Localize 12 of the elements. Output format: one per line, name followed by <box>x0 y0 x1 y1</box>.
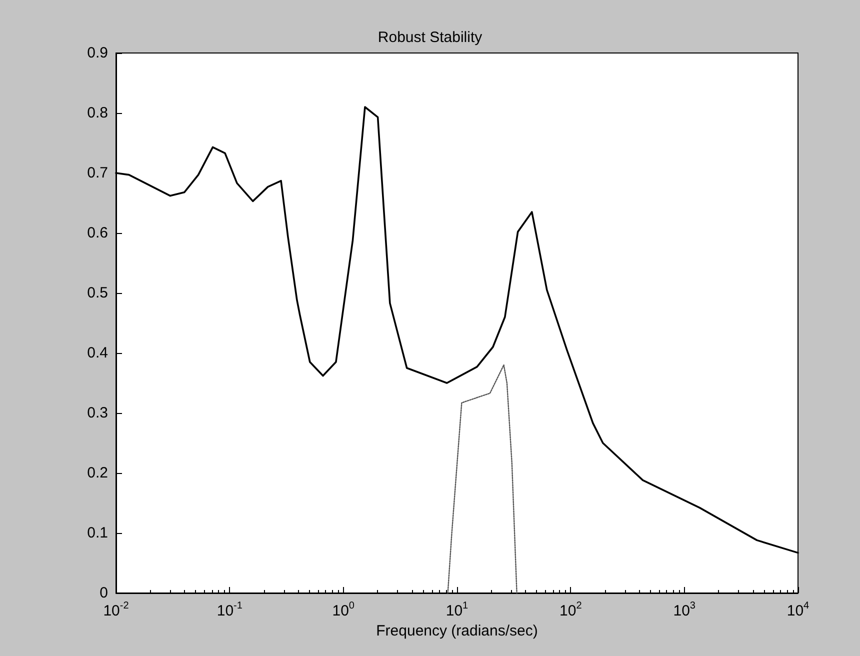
y-tick-label: 0.6 <box>87 224 108 242</box>
chart-title: Robust Stability <box>378 29 483 46</box>
y-tick-label: 0.1 <box>87 524 108 542</box>
y-tick-label: 0.8 <box>87 104 108 122</box>
y-tick-label: 0.5 <box>87 284 108 302</box>
y-tick-label: 0.4 <box>87 344 108 362</box>
x-axis-title: Frequency (radians/sec) <box>376 622 538 640</box>
y-tick-label: 0.2 <box>87 464 108 482</box>
y-tick-label: 0 <box>100 584 108 602</box>
y-tick-label: 0.7 <box>87 164 108 182</box>
y-tick-label: 0.3 <box>87 404 108 422</box>
y-tick-label: 0.9 <box>87 44 108 62</box>
